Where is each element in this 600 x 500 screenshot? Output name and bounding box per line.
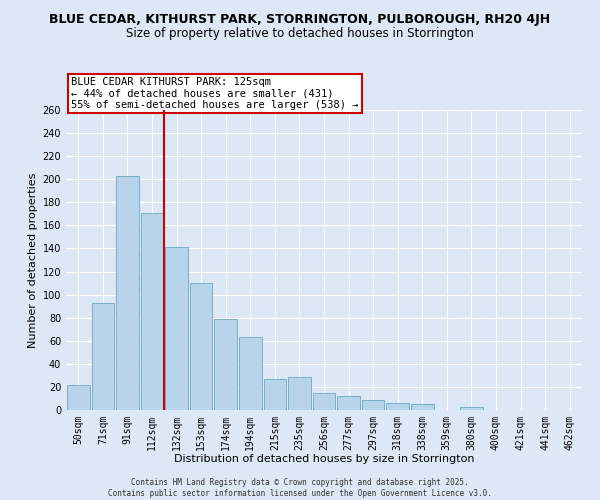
- Bar: [337, 396, 360, 410]
- Bar: [190, 283, 212, 410]
- Bar: [362, 400, 385, 410]
- Bar: [263, 379, 286, 410]
- Bar: [411, 404, 434, 410]
- Bar: [67, 384, 89, 410]
- Bar: [116, 176, 139, 410]
- Text: BLUE CEDAR KITHURST PARK: 125sqm
← 44% of detached houses are smaller (431)
55% : BLUE CEDAR KITHURST PARK: 125sqm ← 44% o…: [71, 77, 359, 110]
- X-axis label: Distribution of detached houses by size in Storrington: Distribution of detached houses by size …: [174, 454, 474, 464]
- Y-axis label: Number of detached properties: Number of detached properties: [28, 172, 38, 348]
- Text: Size of property relative to detached houses in Storrington: Size of property relative to detached ho…: [126, 28, 474, 40]
- Bar: [214, 319, 237, 410]
- Bar: [140, 212, 163, 410]
- Bar: [239, 338, 262, 410]
- Bar: [313, 392, 335, 410]
- Bar: [386, 403, 409, 410]
- Bar: [460, 406, 483, 410]
- Bar: [288, 376, 311, 410]
- Bar: [165, 248, 188, 410]
- Text: BLUE CEDAR, KITHURST PARK, STORRINGTON, PULBOROUGH, RH20 4JH: BLUE CEDAR, KITHURST PARK, STORRINGTON, …: [49, 12, 551, 26]
- Text: Contains HM Land Registry data © Crown copyright and database right 2025.
Contai: Contains HM Land Registry data © Crown c…: [108, 478, 492, 498]
- Bar: [92, 302, 114, 410]
